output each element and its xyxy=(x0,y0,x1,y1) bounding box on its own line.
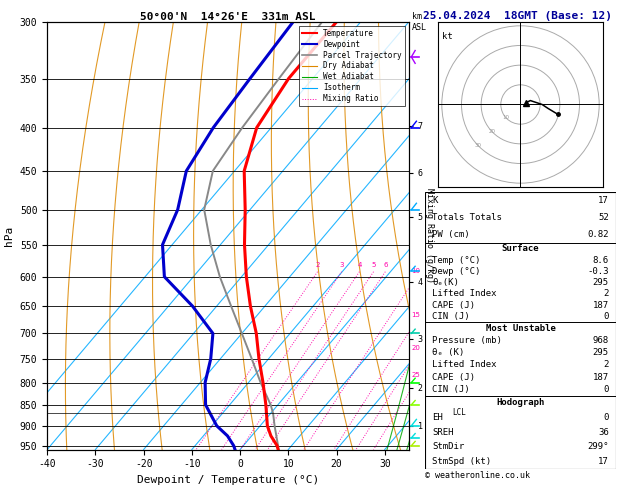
Text: © weatheronline.co.uk: © weatheronline.co.uk xyxy=(425,471,530,480)
Text: 6: 6 xyxy=(383,262,387,268)
Text: Dewp (°C): Dewp (°C) xyxy=(432,267,481,276)
Text: Pressure (mb): Pressure (mb) xyxy=(432,336,502,345)
Text: 295: 295 xyxy=(593,278,609,287)
Text: 4: 4 xyxy=(357,262,362,268)
Text: 52: 52 xyxy=(598,213,609,222)
Text: kt: kt xyxy=(442,32,452,41)
Text: 10: 10 xyxy=(411,268,420,275)
Text: 2: 2 xyxy=(603,361,609,369)
Text: 20: 20 xyxy=(489,129,496,134)
Text: 187: 187 xyxy=(593,301,609,310)
Text: LCL: LCL xyxy=(452,408,466,417)
Text: Surface: Surface xyxy=(502,244,539,253)
Text: 5: 5 xyxy=(371,262,376,268)
Text: EH: EH xyxy=(432,413,443,422)
Text: Totals Totals: Totals Totals xyxy=(432,213,502,222)
Text: CIN (J): CIN (J) xyxy=(432,312,470,321)
Text: 8.6: 8.6 xyxy=(593,256,609,265)
Text: StmDir: StmDir xyxy=(432,442,464,451)
Text: 17: 17 xyxy=(598,196,609,205)
Text: 25: 25 xyxy=(412,372,420,378)
Text: 25.04.2024  18GMT (Base: 12): 25.04.2024 18GMT (Base: 12) xyxy=(423,11,611,21)
X-axis label: Dewpoint / Temperature (°C): Dewpoint / Temperature (°C) xyxy=(137,475,319,485)
Text: 20: 20 xyxy=(411,345,420,351)
Text: 36: 36 xyxy=(598,428,609,437)
Text: 2: 2 xyxy=(315,262,320,268)
Text: θₑ(K): θₑ(K) xyxy=(432,278,459,287)
Text: 3: 3 xyxy=(340,262,344,268)
Text: K: K xyxy=(432,196,438,205)
Text: 0: 0 xyxy=(603,385,609,394)
Text: 0.82: 0.82 xyxy=(587,230,609,239)
Text: 187: 187 xyxy=(593,373,609,382)
Text: CAPE (J): CAPE (J) xyxy=(432,301,476,310)
Text: CIN (J): CIN (J) xyxy=(432,385,470,394)
Y-axis label: hPa: hPa xyxy=(4,226,14,246)
Text: SREH: SREH xyxy=(432,428,454,437)
Text: 295: 295 xyxy=(593,348,609,357)
Text: Hodograph: Hodograph xyxy=(496,399,545,407)
Text: PW (cm): PW (cm) xyxy=(432,230,470,239)
Text: CAPE (J): CAPE (J) xyxy=(432,373,476,382)
Text: Most Unstable: Most Unstable xyxy=(486,324,555,333)
Text: 0: 0 xyxy=(603,312,609,321)
Text: Lifted Index: Lifted Index xyxy=(432,361,497,369)
Text: Lifted Index: Lifted Index xyxy=(432,290,497,298)
Text: 30: 30 xyxy=(474,143,482,148)
Text: Temp (°C): Temp (°C) xyxy=(432,256,481,265)
Text: 15: 15 xyxy=(411,312,420,318)
Text: 299°: 299° xyxy=(587,442,609,451)
Text: -0.3: -0.3 xyxy=(587,267,609,276)
Legend: Temperature, Dewpoint, Parcel Trajectory, Dry Adiabat, Wet Adiabat, Isotherm, Mi: Temperature, Dewpoint, Parcel Trajectory… xyxy=(299,26,405,106)
Text: StmSpd (kt): StmSpd (kt) xyxy=(432,457,491,466)
Text: 968: 968 xyxy=(593,336,609,345)
Text: 0: 0 xyxy=(603,413,609,422)
Text: km
ASL: km ASL xyxy=(412,12,427,32)
Y-axis label: Mixing Ratio (g/kg): Mixing Ratio (g/kg) xyxy=(425,188,434,283)
Text: 10: 10 xyxy=(503,115,510,120)
Text: 2: 2 xyxy=(603,290,609,298)
Text: 50°00'N  14°26'E  331m ASL: 50°00'N 14°26'E 331m ASL xyxy=(140,12,316,22)
Text: θₑ (K): θₑ (K) xyxy=(432,348,464,357)
Text: 17: 17 xyxy=(598,457,609,466)
